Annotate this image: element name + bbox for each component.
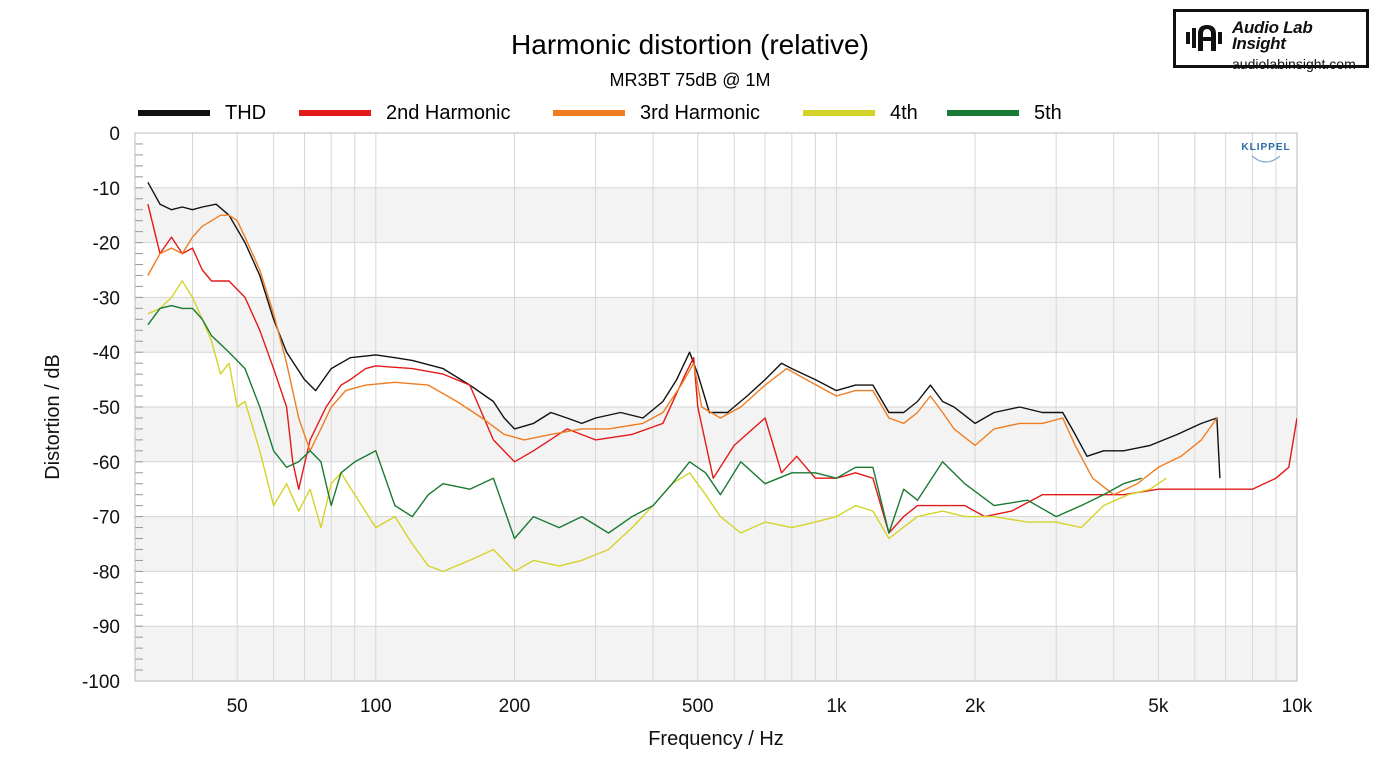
legend-label: 4th bbox=[890, 102, 918, 124]
y-tick-labels: 0 -10 -20 -30 -40 -50 -60 -70 -80 -90 -100 bbox=[82, 124, 120, 693]
legend: THD 2nd Harmonic 3rd Harmonic 4th 5th bbox=[138, 102, 1062, 124]
x-tick-label: 10k bbox=[1282, 696, 1313, 717]
x-tick-label: 100 bbox=[360, 696, 392, 717]
y-tick-label: -10 bbox=[93, 179, 120, 200]
y-tick-label: -90 bbox=[93, 617, 120, 638]
y-tick-label: -20 bbox=[93, 234, 120, 255]
headphones-icon bbox=[1186, 25, 1222, 51]
y-axis-label: Distortion / dB bbox=[42, 354, 64, 480]
audio-lab-insight-logo: Audio Lab Insight audiolabinsight.com bbox=[1173, 9, 1369, 72]
series-line-4th bbox=[147, 280, 1167, 573]
legend-label: THD bbox=[225, 102, 266, 124]
klippel-watermark: KLIPPEL bbox=[1240, 142, 1292, 166]
logo-name: Audio Lab Insight bbox=[1232, 18, 1313, 53]
plot-band bbox=[135, 571, 1297, 627]
legend-label: 5th bbox=[1034, 102, 1062, 124]
plot-band bbox=[135, 242, 1297, 298]
y-tick-label: -40 bbox=[93, 343, 120, 364]
plot-band bbox=[135, 352, 1297, 407]
plot-band bbox=[135, 133, 1297, 188]
y-tick-label: -60 bbox=[93, 453, 120, 474]
legend-label: 3rd Harmonic bbox=[640, 102, 760, 124]
plot-band bbox=[135, 187, 1297, 243]
series-lines bbox=[147, 181, 1297, 573]
x-tick-label: 50 bbox=[227, 696, 248, 717]
plot-background-bands bbox=[135, 133, 1297, 681]
plot-frame bbox=[134, 132, 1298, 682]
x-tick-label: 2k bbox=[965, 696, 986, 717]
chart-subtitle: MR3BT 75dB @ 1M bbox=[610, 70, 771, 90]
series-line-3rd-harmonic bbox=[147, 214, 1218, 496]
y-tick-label: -30 bbox=[93, 288, 120, 309]
chart-title: Harmonic distortion (relative) bbox=[511, 29, 869, 60]
x-tick-labels: 50 100 200 500 1k 2k 5k 10k bbox=[227, 696, 1313, 717]
y-tick-label: -70 bbox=[93, 508, 120, 529]
y-tick-label: -100 bbox=[82, 672, 120, 693]
x-tick-label: 500 bbox=[682, 696, 714, 717]
klippel-text: KLIPPEL bbox=[1241, 142, 1291, 153]
legend-label: 2nd Harmonic bbox=[386, 102, 511, 124]
y-tick-label: -80 bbox=[93, 562, 120, 583]
x-tick-label: 1k bbox=[826, 696, 847, 717]
x-tick-label: 200 bbox=[499, 696, 531, 717]
series-line-2nd-harmonic bbox=[147, 204, 1297, 534]
x-axis-label: Frequency / Hz bbox=[648, 728, 784, 750]
plot-band bbox=[135, 297, 1297, 353]
y-tick-label: 0 bbox=[109, 124, 120, 145]
x-tick-label: 5k bbox=[1148, 696, 1169, 717]
y-tick-label: -50 bbox=[93, 398, 120, 419]
series-line-5th bbox=[147, 304, 1142, 540]
logo-url: audiolabinsight.com bbox=[1232, 56, 1356, 72]
plot-band bbox=[135, 516, 1297, 572]
klippel-arc-icon bbox=[1251, 155, 1281, 163]
series-line-thd bbox=[147, 181, 1221, 479]
plot-band bbox=[135, 626, 1297, 681]
